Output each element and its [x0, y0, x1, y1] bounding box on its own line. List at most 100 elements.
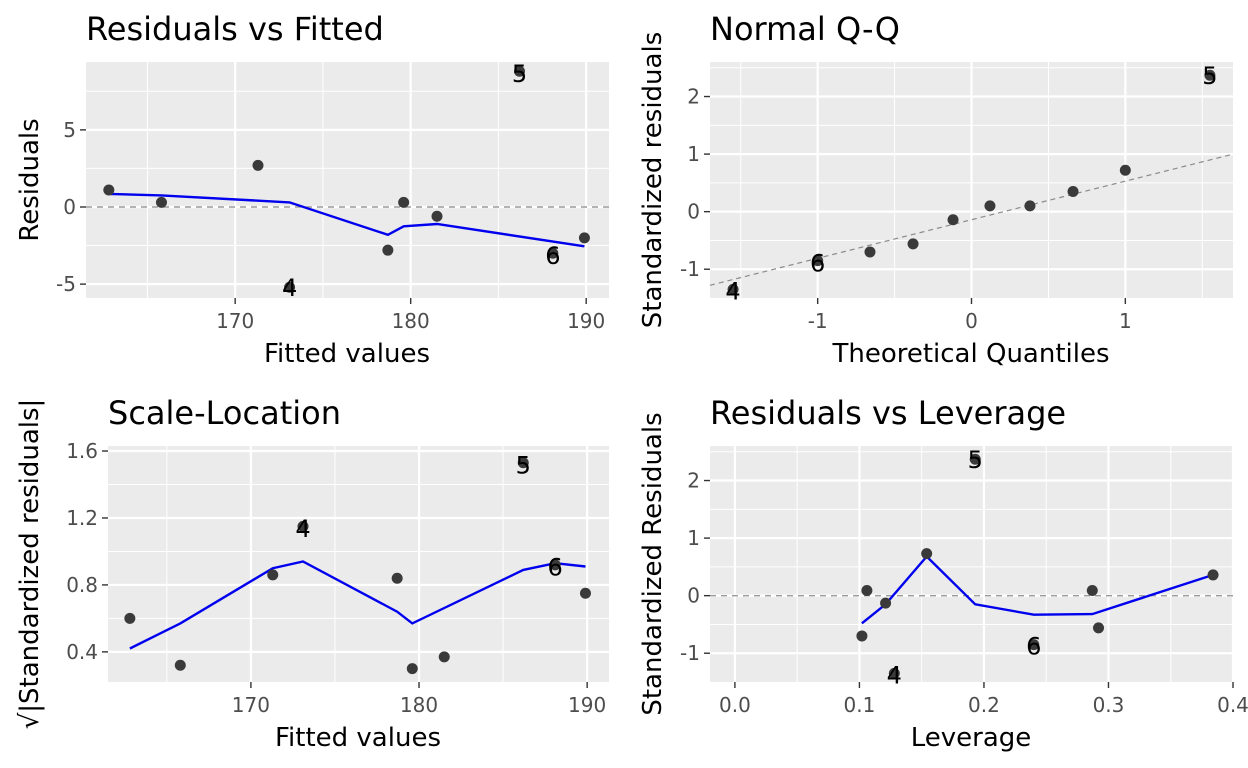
panel-background	[108, 446, 609, 682]
data-point	[431, 210, 443, 222]
x-axis-title: Theoretical Quantiles	[831, 339, 1109, 369]
data-point	[391, 572, 403, 584]
data-point	[297, 520, 309, 532]
data-point	[513, 65, 525, 77]
data-point	[579, 587, 591, 599]
plot-title: Residuals vs Fitted	[86, 10, 384, 48]
panel-1: 170 180 190 -5 0 5 5 6 4 Residuals vs Fitted Fitte…	[15, 10, 609, 369]
y-tick-label: -1	[680, 641, 700, 665]
observation-label: 5	[1202, 62, 1217, 90]
data-point	[406, 663, 418, 675]
data-point	[864, 246, 876, 258]
y-tick-label: 1.6	[66, 439, 98, 463]
y-tick-label: 1.2	[66, 506, 98, 530]
data-point	[547, 247, 559, 259]
data-point	[438, 651, 450, 663]
observation-label: 6	[548, 554, 563, 582]
data-point	[907, 238, 919, 250]
y-tick-label: 0	[687, 584, 700, 608]
x-axis-title: Leverage	[911, 723, 1032, 753]
plot-title: Scale-Location	[108, 394, 341, 432]
x-tick-label: 190	[568, 693, 606, 717]
x-tick-label: 180	[392, 309, 430, 333]
data-point	[1024, 200, 1036, 212]
data-point	[969, 453, 981, 465]
data-point	[812, 255, 824, 267]
data-point	[252, 159, 264, 171]
data-point	[1067, 186, 1079, 198]
data-point	[124, 612, 136, 624]
x-tick-label: 0.0	[719, 693, 751, 717]
data-point	[549, 559, 561, 571]
panel-background	[86, 62, 609, 298]
data-point	[861, 584, 873, 596]
x-tick-label: 180	[400, 693, 438, 717]
data-point	[103, 184, 115, 196]
smooth-line	[108, 192, 585, 248]
data-point	[1086, 584, 1098, 596]
panel-3: 170 180 190 0.4 0.8 1.2 1.6 5 4 6 Scale-Location Fi…	[15, 394, 609, 753]
data-point	[267, 569, 279, 581]
data-point	[1028, 639, 1040, 651]
x-tick-label: 190	[567, 309, 605, 333]
data-point	[984, 200, 996, 212]
plot-title: Normal Q-Q	[710, 10, 900, 48]
y-tick-label: -5	[56, 272, 76, 296]
y-tick-label: 2	[687, 469, 700, 493]
y-tick-label: 0.8	[66, 573, 98, 597]
data-point	[727, 283, 739, 295]
panel-2: -1 0 1 -1 0 1 2 5 6 4 Normal Q-Q Theoretical Quanti…	[638, 10, 1234, 369]
data-point	[880, 597, 892, 609]
y-tick-label: 1	[687, 142, 700, 166]
y-axis-title: Standardized Residuals	[638, 412, 668, 715]
data-point	[1119, 164, 1131, 176]
observation-label: 4	[887, 662, 902, 690]
observation-label: 6	[1026, 633, 1041, 661]
smooth-line	[129, 560, 586, 650]
y-tick-label: 1	[687, 526, 700, 550]
y-tick-label: 0	[687, 200, 700, 224]
data-point	[921, 548, 933, 560]
x-tick-label: 170	[216, 309, 254, 333]
y-axis-title: √|Standardized residuals|	[15, 399, 45, 730]
data-point	[517, 457, 529, 469]
data-point	[1204, 69, 1216, 81]
data-point	[284, 281, 296, 293]
observation-label: 5	[968, 446, 983, 474]
x-tick-label: 0.2	[968, 693, 1000, 717]
data-point	[578, 232, 590, 244]
data-point	[856, 630, 868, 642]
observation-label: 6	[810, 249, 825, 277]
observation-label: 5	[512, 60, 527, 88]
panel-4: 0.0 0.1 0.2 0.3 0.4 -1 0 1 2 5 6 4 Residuals vs Leve…	[638, 394, 1248, 753]
y-tick-label: 2	[687, 85, 700, 109]
data-point	[155, 196, 167, 208]
x-tick-label: 0	[965, 309, 978, 333]
x-tick-label: 1	[1119, 309, 1132, 333]
x-tick-label: 0.4	[1217, 693, 1248, 717]
data-point	[1207, 569, 1219, 581]
data-point	[398, 196, 410, 208]
data-point	[888, 667, 900, 679]
y-axis-title: Standardized residuals	[638, 32, 668, 329]
data-point	[382, 244, 394, 256]
data-point	[1093, 622, 1105, 634]
observation-label: 4	[282, 274, 297, 302]
data-point	[947, 214, 959, 226]
observation-label: 5	[516, 451, 531, 479]
observation-label: 4	[295, 515, 310, 543]
y-tick-label: 0.4	[66, 640, 98, 664]
x-tick-label: 0.1	[844, 693, 876, 717]
x-axis-title: Fitted values	[264, 339, 430, 369]
y-tick-label: 0	[63, 195, 76, 219]
x-tick-label: 170	[232, 693, 270, 717]
y-tick-label: -1	[680, 257, 700, 281]
x-axis-title: Fitted values	[275, 723, 441, 753]
observation-label: 6	[545, 242, 560, 270]
data-point	[174, 659, 186, 671]
x-tick-label: -1	[808, 309, 828, 333]
y-axis-title: Residuals	[15, 118, 45, 241]
y-tick-label: 5	[63, 118, 76, 142]
x-tick-label: 0.3	[1093, 693, 1125, 717]
